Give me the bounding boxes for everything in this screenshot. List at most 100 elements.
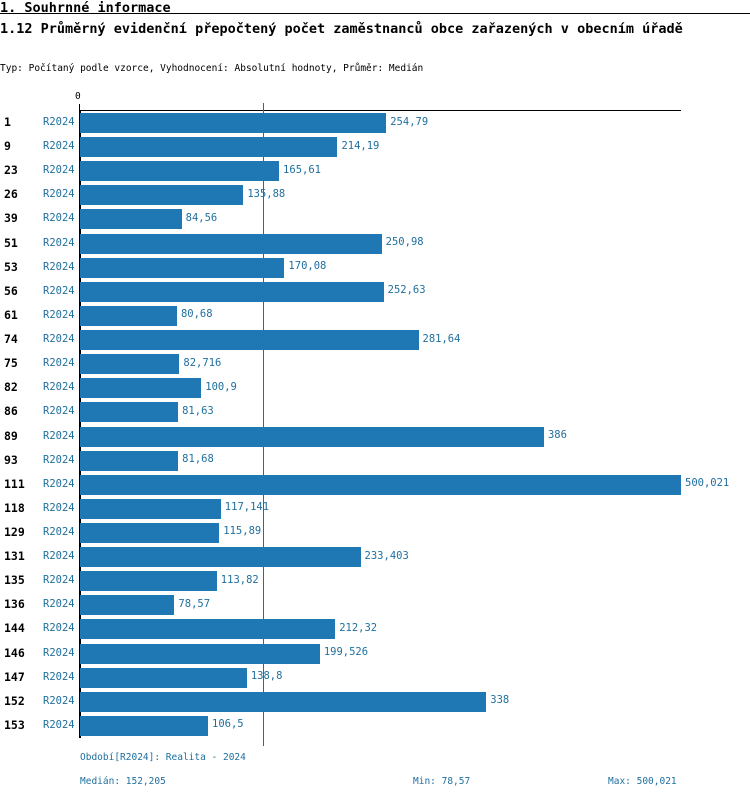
series-label: R2024 — [43, 622, 75, 635]
bar[interactable] — [80, 209, 182, 230]
bar-row: 233,403 — [80, 545, 681, 569]
footer-median: Medián: 152,205 — [80, 776, 166, 787]
bar-value-label: 106,5 — [212, 718, 244, 731]
bar-value-label: 500,021 — [685, 477, 730, 490]
category-label: 51 — [4, 235, 18, 250]
bar[interactable] — [80, 113, 387, 133]
series-label: R2024 — [43, 429, 75, 442]
y-axis-spine — [79, 111, 81, 738]
bar[interactable] — [80, 233, 382, 254]
bar[interactable] — [80, 715, 208, 736]
category-label: 152 — [4, 693, 25, 708]
section-title: 1. Souhrnné informace — [0, 0, 171, 16]
category-label: 53 — [4, 259, 18, 274]
bar[interactable] — [80, 450, 179, 471]
category-label: 146 — [4, 645, 25, 660]
bar-row: 170,08 — [80, 256, 681, 280]
bar-value-label: 199,526 — [323, 646, 369, 659]
bar-value-label: 386 — [547, 429, 567, 441]
bar-row: 100,9 — [80, 376, 681, 400]
bar-value-label: 115,89 — [223, 525, 262, 538]
bar[interactable] — [80, 571, 217, 592]
bar-value-label: 170,08 — [288, 260, 327, 273]
series-label: R2024 — [43, 501, 75, 514]
bar[interactable] — [80, 498, 221, 519]
series-label: R2024 — [43, 670, 75, 683]
bar-value-label: 100,9 — [205, 380, 237, 393]
page-title: 1.12 Průměrný evidenční přepočtený počet… — [0, 21, 683, 37]
chart-meta-info: Typ: Počítaný podle vzorce, Vyhodnocení:… — [0, 63, 424, 74]
category-label: 144 — [4, 621, 25, 636]
bar-row: 113,82 — [80, 569, 681, 593]
bar-value-label: 81,63 — [182, 404, 214, 417]
median-reference-line — [262, 103, 265, 746]
series-label: R2024 — [43, 477, 75, 490]
series-label: R2024 — [43, 453, 75, 466]
bar[interactable] — [80, 522, 220, 543]
series-label: R2024 — [43, 357, 75, 370]
bar[interactable] — [80, 354, 180, 375]
bar[interactable] — [80, 402, 179, 423]
series-label: R2024 — [43, 525, 75, 538]
series-label: R2024 — [43, 550, 75, 563]
bar-value-label: 281,64 — [422, 332, 461, 345]
bar[interactable] — [80, 667, 247, 688]
bar-row: 84,56 — [80, 207, 681, 231]
bar-row: 252,63 — [80, 280, 681, 304]
bar[interactable] — [80, 426, 544, 447]
bar[interactable] — [80, 595, 175, 616]
bar[interactable] — [80, 619, 336, 640]
series-label: R2024 — [43, 260, 75, 273]
bar[interactable] — [80, 185, 244, 206]
bar-value-label: 81,68 — [182, 453, 214, 466]
series-label: R2024 — [43, 333, 75, 346]
bar[interactable] — [80, 281, 384, 302]
bar-value-label: 135,88 — [247, 187, 286, 200]
category-label: 136 — [4, 597, 25, 612]
bar[interactable] — [80, 378, 202, 399]
footer-period: Období[R2024]: Realita - 2024 — [80, 752, 246, 763]
bar-row: 165,61 — [80, 159, 681, 183]
category-label: 9 — [4, 139, 11, 154]
bar-value-label: 117,141 — [224, 501, 270, 514]
x-axis-tick-label-0: 0 — [75, 91, 81, 102]
series-label: R2024 — [43, 140, 75, 153]
bar-value-label: 113,82 — [220, 573, 259, 586]
plot-area: 254,79 214,19 165,61 135,88 84,56 250,98 170,0… — [79, 103, 729, 746]
bar[interactable] — [80, 330, 419, 351]
category-label: 135 — [4, 573, 25, 588]
bar[interactable] — [80, 691, 487, 712]
bar-row: 117,141 — [80, 497, 681, 521]
bar-row: 81,63 — [80, 400, 681, 424]
bar-row: 281,64 — [80, 328, 681, 352]
bar-value-label: 212,32 — [339, 621, 378, 634]
category-label: 26 — [4, 187, 18, 202]
bar[interactable] — [80, 474, 681, 495]
category-label: 86 — [4, 404, 18, 419]
bar-row: 199,526 — [80, 642, 681, 666]
x-axis-tick-mark-0 — [79, 104, 81, 111]
plot-top-border — [79, 110, 681, 112]
bar-row: 81,68 — [80, 449, 681, 473]
category-label: 61 — [4, 307, 18, 322]
bar-value-label: 252,63 — [387, 284, 426, 297]
bar[interactable] — [80, 305, 177, 326]
bar-value-label: 80,68 — [180, 308, 213, 321]
bar-row: 135,88 — [80, 183, 681, 207]
bar-row: 80,68 — [80, 304, 681, 328]
series-label: R2024 — [43, 574, 75, 587]
bar-row: 78,57 — [80, 593, 681, 617]
bar[interactable] — [80, 547, 361, 568]
category-label: 118 — [4, 500, 25, 515]
bar[interactable] — [80, 643, 320, 664]
bar[interactable] — [80, 161, 280, 182]
bar[interactable] — [80, 257, 285, 278]
bar-value-label: 78,57 — [178, 597, 211, 610]
bar-row: 138,8 — [80, 666, 681, 690]
bar-row: 115,89 — [80, 521, 681, 545]
bar-row: 500,021 — [80, 473, 729, 497]
series-label: R2024 — [43, 405, 75, 418]
category-label: 89 — [4, 428, 18, 443]
bar[interactable] — [80, 137, 338, 158]
